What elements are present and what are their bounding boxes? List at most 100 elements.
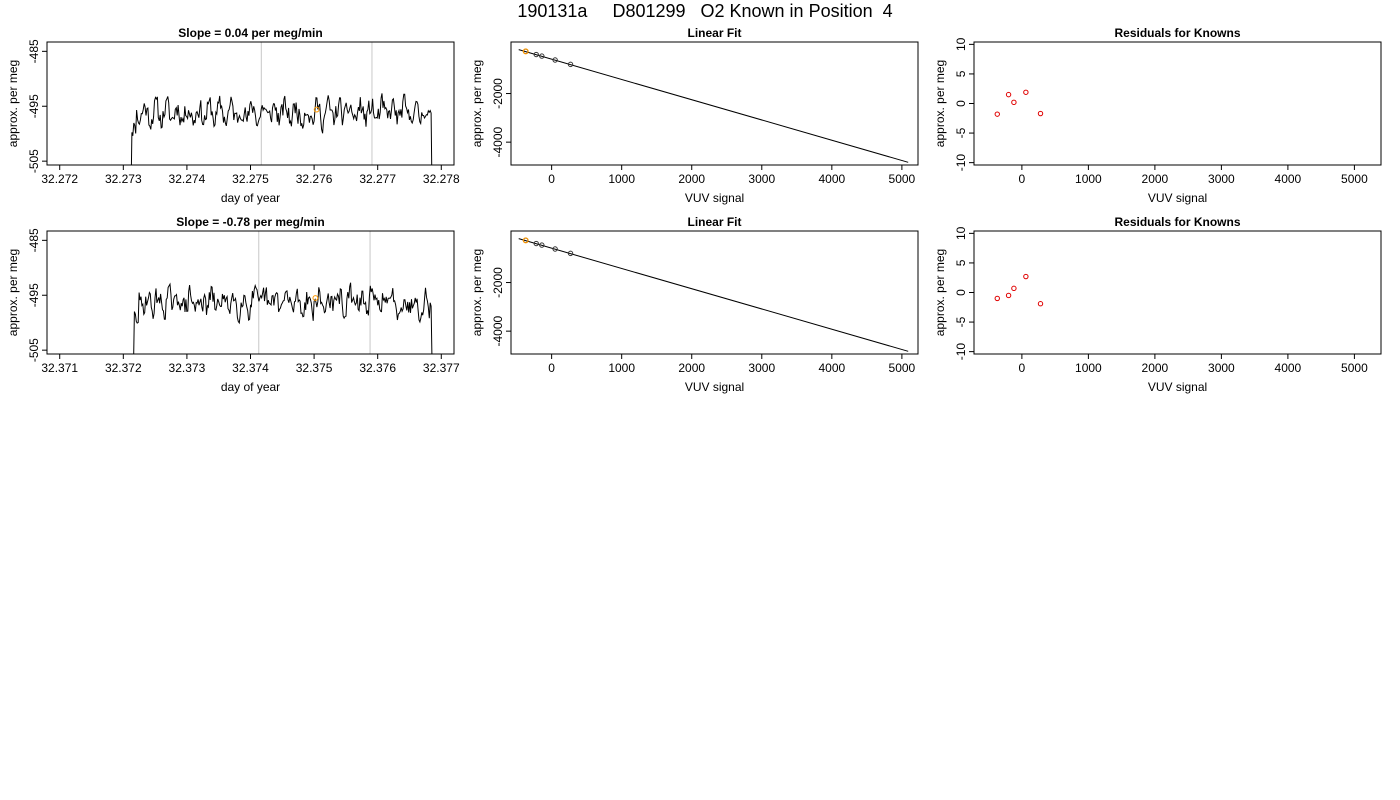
x-tick-label: 2000 — [1142, 172, 1169, 186]
plot-area — [518, 237, 909, 352]
x-tick-label: 4000 — [1275, 361, 1302, 375]
x-tick-label: 32.373 — [169, 361, 206, 375]
data-point — [533, 240, 539, 247]
plot-area — [133, 231, 433, 354]
plot-frame — [973, 230, 1382, 355]
residual-point — [1023, 273, 1029, 280]
y-axis-label: approx. per meg — [933, 249, 947, 336]
x-tick-label: 5000 — [889, 172, 916, 186]
residual-point — [1037, 301, 1044, 307]
x-tick-label: 1000 — [608, 361, 635, 375]
y-tick-label: -4000 — [491, 126, 505, 157]
panel-trace-1: Slope = 0.04 per meg/min 32.272 32.273 32.2… — [6, 26, 460, 205]
trace-line — [130, 93, 433, 165]
x-tick-label: 32.276 — [296, 172, 333, 186]
x-axis-label: VUV signal — [1148, 191, 1207, 205]
y-tick-label: 5 — [954, 70, 968, 77]
residual-point — [1005, 292, 1012, 299]
y-tick-label: -505 — [27, 149, 41, 173]
panel-title: Residuals for Knowns — [1114, 26, 1240, 40]
panel-trace-2: Slope = -0.78 per meg/min 32.371 32.372 32.… — [6, 215, 460, 394]
plot-frame — [46, 41, 455, 166]
y-tick-label: 0 — [954, 100, 968, 107]
panel-fit-2: Linear Fit 0 1000 2000 3000 4000 5000 -2000 -400… — [470, 215, 919, 394]
panel-title: Linear Fit — [687, 26, 741, 40]
plot-frame — [510, 230, 919, 355]
x-axis-label: VUV signal — [685, 380, 744, 394]
x-axis-label: day of year — [221, 380, 280, 394]
plot-frame — [46, 230, 455, 355]
x-tick-label: 2000 — [678, 361, 705, 375]
residual-point — [1011, 285, 1017, 292]
y-tick-label: -495 — [27, 94, 41, 118]
y-tick-label: -5 — [954, 316, 968, 327]
residual-point — [1011, 99, 1017, 106]
x-tick-label: 0 — [548, 172, 555, 186]
y-axis-label: approx. per meg — [933, 60, 947, 147]
x-tick-label: 32.372 — [105, 361, 142, 375]
x-tick-label: 2000 — [678, 172, 705, 186]
highlight-point — [522, 48, 529, 55]
x-axis-label: VUV signal — [1148, 380, 1207, 394]
x-tick-label: 32.277 — [359, 172, 396, 186]
residual-point — [1023, 89, 1029, 95]
panel-title: Slope = -0.78 per meg/min — [176, 215, 324, 229]
y-tick-label: 10 — [954, 37, 968, 51]
data-point — [567, 250, 574, 257]
data-point — [533, 51, 539, 58]
x-tick-label: 1000 — [1075, 172, 1102, 186]
highlight-point — [522, 237, 529, 244]
y-axis-label: approx. per meg — [470, 60, 484, 147]
x-tick-label: 2000 — [1142, 361, 1169, 375]
plot-frame — [510, 41, 919, 166]
residual-point — [1037, 110, 1044, 117]
y-tick-label: -2000 — [491, 78, 505, 109]
panel-residuals-2: Residuals for Knowns 0 1000 2000 3000 4000 500… — [933, 215, 1382, 394]
data-point — [567, 61, 574, 68]
x-tick-label: 32.377 — [423, 361, 460, 375]
data-point — [552, 57, 558, 63]
y-tick-label: -5 — [954, 127, 968, 138]
y-tick-label: -495 — [27, 283, 41, 307]
y-axis-label: approx. per meg — [6, 60, 20, 147]
x-tick-label: 32.273 — [105, 172, 142, 186]
x-tick-label: 32.375 — [296, 361, 333, 375]
x-tick-label: 0 — [1019, 361, 1026, 375]
x-tick-label: 5000 — [1341, 172, 1368, 186]
x-tick-label: 32.374 — [232, 361, 269, 375]
fit-line — [518, 238, 909, 352]
x-tick-label: 3000 — [1208, 172, 1235, 186]
panel-title: Residuals for Knowns — [1114, 215, 1240, 229]
residual-point — [994, 111, 1000, 117]
y-axis-label: approx. per meg — [470, 249, 484, 336]
y-tick-label: -10 — [954, 343, 968, 361]
x-tick-label: 1000 — [1075, 361, 1102, 375]
y-tick-label: -4000 — [491, 315, 505, 346]
x-tick-label: 32.275 — [232, 172, 269, 186]
x-tick-label: 3000 — [748, 172, 775, 186]
panel-fit-1: Linear Fit 0 1000 2000 3000 4000 5000 -2000 -400… — [470, 26, 919, 205]
y-tick-label: -485 — [27, 39, 41, 63]
x-tick-label: 5000 — [1341, 361, 1368, 375]
data-point — [539, 53, 545, 59]
panel-title: Slope = 0.04 per meg/min — [178, 26, 322, 40]
data-point — [552, 246, 558, 252]
fit-line — [518, 49, 909, 163]
x-tick-label: 4000 — [818, 361, 845, 375]
panel-residuals-1: Residuals for Knowns 0 1000 2000 3000 4000 500… — [933, 26, 1382, 205]
residual-point — [994, 295, 1000, 302]
x-tick-label: 0 — [1019, 172, 1026, 186]
plot-area — [994, 273, 1044, 307]
plot-area — [518, 48, 909, 163]
plot-area — [994, 89, 1044, 117]
page-title: 190131a D801299 O2 Known in Position 4 — [517, 1, 893, 21]
data-point — [539, 242, 545, 248]
x-tick-label: 1000 — [608, 172, 635, 186]
residual-point — [1005, 91, 1012, 98]
x-tick-label: 32.278 — [423, 172, 460, 186]
x-tick-label: 32.376 — [359, 361, 396, 375]
x-axis-label: day of year — [221, 191, 280, 205]
y-tick-label: -485 — [27, 228, 41, 252]
y-tick-label: -2000 — [491, 267, 505, 298]
